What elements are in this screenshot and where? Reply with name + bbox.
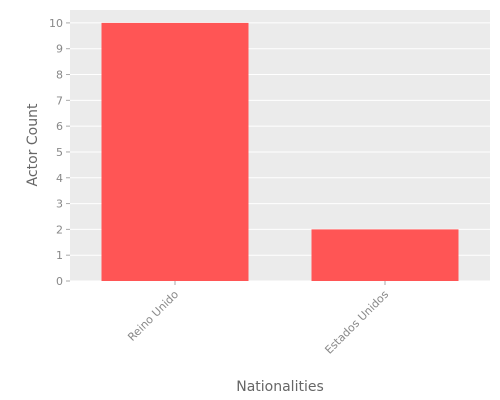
- y-tick-label: 6: [56, 120, 63, 133]
- x-tick-label: Estados Unidos: [322, 288, 391, 357]
- y-tick-label: 7: [56, 94, 63, 107]
- y-tick-label: 9: [56, 43, 63, 56]
- y-tick-label: 8: [56, 69, 63, 82]
- x-axis-title: Nationalities: [236, 379, 324, 395]
- y-tick-label: 10: [49, 17, 63, 30]
- x-axis: Reino Unido Estados Unidos: [125, 281, 391, 357]
- y-tick-label: 0: [56, 275, 63, 288]
- y-tick-label: 3: [56, 198, 63, 211]
- y-axis-title: Actor Count: [25, 103, 41, 186]
- y-tick-label: 1: [56, 249, 63, 262]
- y-tick-label: 4: [56, 172, 63, 185]
- bar-reino-unido: [101, 22, 249, 282]
- y-tick-label: 2: [56, 223, 63, 236]
- x-tick-label: Reino Unido: [125, 288, 181, 344]
- bars: [101, 22, 459, 282]
- y-axis: 0 1 2 3 4 5 6 7 8 9 10: [49, 17, 70, 288]
- y-tick-label: 5: [56, 146, 63, 159]
- bar-estados-unidos: [311, 229, 459, 281]
